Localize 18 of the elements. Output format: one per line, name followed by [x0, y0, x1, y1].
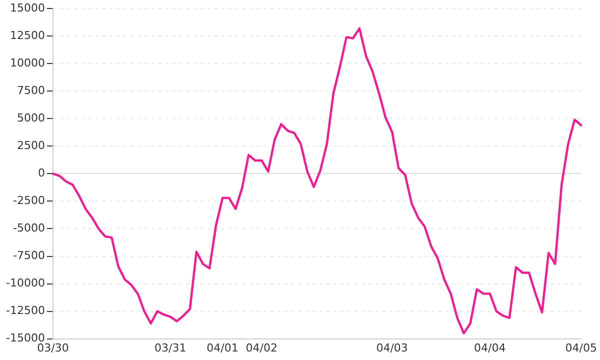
x-tick-label: 04/04 [474, 341, 506, 354]
y-tick-label: -7500 [12, 249, 45, 262]
y-tick-label: 7500 [16, 84, 45, 98]
y-tick-label: -2500 [12, 194, 45, 208]
x-tick-label: 04/01 [206, 341, 238, 354]
y-tick-label: 12500 [10, 28, 45, 42]
y-tick-label: -5000 [12, 222, 45, 235]
y-tick-label: 15000 [10, 1, 45, 14]
y-tick-label: 2500 [16, 139, 45, 152]
y-tick-label: -12500 [6, 304, 45, 318]
x-tick-label: 04/05 [565, 341, 597, 354]
x-tick-label: 04/03 [376, 341, 408, 354]
x-tick-label: 04/02 [246, 341, 278, 354]
y-tick-label: 0 [38, 166, 45, 180]
x-tick-label: 03/31 [154, 341, 186, 354]
y-tick-label: -10000 [6, 276, 45, 290]
y-tick-label: 10000 [10, 56, 45, 70]
y-tick-label: 5000 [16, 112, 45, 125]
